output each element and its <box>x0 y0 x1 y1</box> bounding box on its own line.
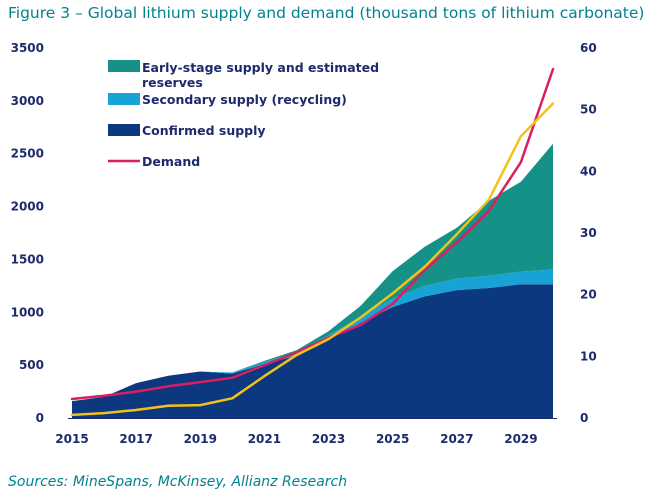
x-tick-label: 2021 <box>248 432 281 446</box>
x-tick-label: 2019 <box>184 432 217 446</box>
y-left-tick-label: 1500 <box>11 252 44 266</box>
legend-swatch <box>108 60 140 72</box>
demand-line <box>70 67 555 401</box>
yellow-line-series <box>70 102 555 417</box>
x-tick-label: 2025 <box>376 432 409 446</box>
y-left-tick-label: 3000 <box>11 94 44 108</box>
chart-source: Sources: MineSpans, McKinsey, Allianz Re… <box>8 474 348 490</box>
y-right-tick-label: 10 <box>580 349 597 363</box>
y-right-tick-label: 40 <box>580 164 597 178</box>
x-tick-label: 2023 <box>312 432 345 446</box>
y-left-tick-label: 1000 <box>11 305 44 319</box>
confirmed-supply-area <box>72 284 553 418</box>
chart: 2015 2017 2019 2021 2023 2025 2027 202905001000… <box>11 41 597 446</box>
legend-label: Secondary supply (recycling) <box>142 92 347 107</box>
x-tick-label: 2017 <box>119 432 152 446</box>
y-left-tick-label: 2500 <box>11 147 44 161</box>
y-left-tick-label: 0 <box>36 411 44 425</box>
legend-label: Demand <box>142 154 200 169</box>
chart-title: Figure 3 – Global lithium supply and dem… <box>8 4 645 22</box>
y-right-tick-label: 20 <box>580 288 597 302</box>
legend-swatch <box>108 124 140 136</box>
y-right-tick-label: 50 <box>580 103 597 117</box>
y-left-tick-label: 2000 <box>11 200 44 214</box>
y-left-tick-label: 500 <box>19 358 44 372</box>
legend-label: Early-stage supply and estimated <box>142 60 379 75</box>
y-left-tick-label: 3500 <box>11 41 44 55</box>
x-tick-label: 2029 <box>504 432 537 446</box>
early-stage-supply-area <box>72 143 553 402</box>
secondary-supply-area <box>72 269 553 402</box>
legend-label: reserves <box>142 75 203 90</box>
y-right-tick-label: 60 <box>580 41 597 55</box>
y-right-tick-label: 0 <box>580 411 588 425</box>
x-tick-label: 2015 <box>55 432 88 446</box>
legend-label: Confirmed supply <box>142 123 266 138</box>
y-right-tick-label: 30 <box>580 226 597 240</box>
x-tick-label: 2027 <box>440 432 473 446</box>
legend-swatch <box>108 93 140 105</box>
